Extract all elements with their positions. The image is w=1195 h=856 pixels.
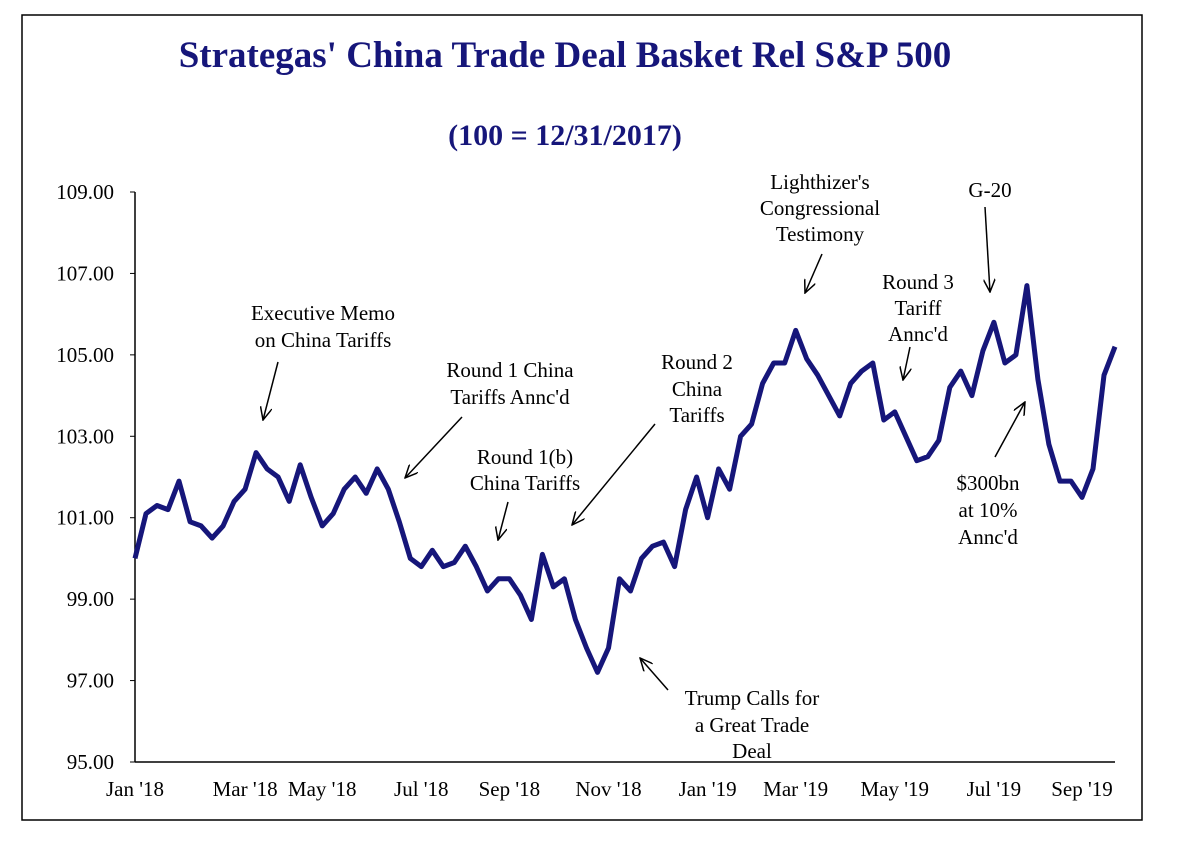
annotation: Annc'd	[958, 525, 1018, 549]
annotation: Lighthizer's	[770, 170, 869, 194]
annotation: $300bn	[957, 471, 1021, 495]
annotation: Congressional	[760, 196, 880, 220]
x-tick-label: Jan '18	[106, 777, 164, 801]
annotation-arrow	[640, 658, 669, 691]
annotation: G-20	[968, 178, 1011, 202]
y-tick-label: 109.00	[56, 180, 114, 204]
annotation-arrow	[903, 346, 910, 380]
y-tick-label: 103.00	[56, 424, 114, 448]
x-tick-label: May '19	[861, 777, 930, 801]
annotation: at 10%	[959, 498, 1018, 522]
annotation-arrow	[985, 206, 990, 292]
y-tick-label: 101.00	[56, 506, 114, 530]
annotation: China	[672, 377, 723, 401]
chart-title: Strategas' China Trade Deal Basket Rel S…	[178, 35, 952, 76]
data-line	[132, 283, 1118, 675]
annotation: Round 1 China	[446, 358, 574, 382]
annotation: Testimony	[776, 222, 865, 246]
x-tick-label: Sep '18	[479, 777, 541, 801]
x-tick-label: Mar '19	[763, 777, 828, 801]
annotation: Tariffs Annc'd	[450, 385, 570, 409]
x-tick-label: Jul '19	[967, 777, 1022, 801]
annotation: Executive Memo	[251, 301, 395, 325]
annotation-arrow	[805, 253, 823, 293]
y-tick-label: 107.00	[56, 261, 114, 285]
annotation: a Great Trade	[695, 713, 809, 737]
annotation: Round 3	[882, 270, 954, 294]
x-tick-label: Nov '18	[575, 777, 641, 801]
y-tick-label: 99.00	[67, 587, 114, 611]
annotation: Trump Calls for	[685, 686, 820, 710]
annotation: China Tariffs	[470, 471, 580, 495]
x-tick-label: Sep '19	[1051, 777, 1113, 801]
y-tick-label: 95.00	[67, 750, 114, 774]
annotation: Annc'd	[888, 322, 948, 346]
annotation: Tariffs	[669, 403, 724, 427]
annotation-arrow	[405, 416, 463, 478]
x-tick-label: Jul '18	[394, 777, 449, 801]
annotation-arrow	[263, 361, 279, 420]
annotation: on China Tariffs	[255, 328, 392, 352]
annotation: Round 2	[661, 350, 733, 374]
x-tick-label: Mar '18	[213, 777, 278, 801]
annotation-arrow	[572, 423, 656, 525]
x-tick-label: May '18	[288, 777, 357, 801]
annotation-arrow	[994, 402, 1025, 458]
x-tick-label: Jan '19	[679, 777, 737, 801]
y-tick-label: 97.00	[67, 669, 114, 693]
annotation: Round 1(b)	[477, 445, 573, 469]
chart-subtitle: (100 = 12/31/2017)	[448, 119, 682, 152]
frame	[21, 14, 1143, 821]
y-tick-label: 105.00	[56, 343, 114, 367]
annotation: Tariff	[894, 296, 941, 320]
annotation-arrow	[498, 501, 509, 540]
annotation: Deal	[732, 739, 772, 763]
